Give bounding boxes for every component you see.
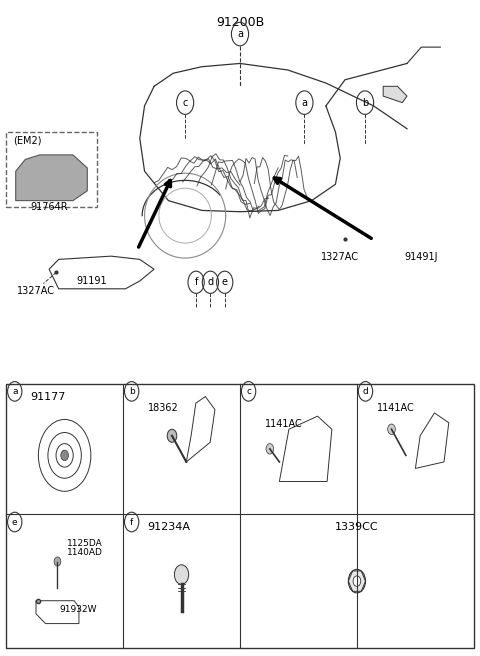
Text: e: e <box>222 277 228 287</box>
Text: a: a <box>237 29 243 39</box>
Text: 1125DA: 1125DA <box>67 539 103 548</box>
Polygon shape <box>16 155 87 201</box>
Circle shape <box>167 429 177 442</box>
Text: f: f <box>194 277 198 287</box>
Circle shape <box>348 569 365 593</box>
Text: b: b <box>362 98 368 108</box>
Text: 91764R: 91764R <box>30 202 68 212</box>
Text: b: b <box>129 387 134 396</box>
Text: 91932W: 91932W <box>60 605 97 614</box>
Text: a: a <box>301 98 307 108</box>
Text: c: c <box>246 387 251 396</box>
Text: 91200B: 91200B <box>216 16 264 29</box>
Circle shape <box>174 565 189 584</box>
Text: 1327AC: 1327AC <box>321 251 359 262</box>
Circle shape <box>54 557 61 566</box>
Text: 1141AC: 1141AC <box>377 403 415 413</box>
Text: 91234A: 91234A <box>147 522 190 532</box>
Text: 91177: 91177 <box>30 392 65 402</box>
Text: 91191: 91191 <box>77 276 108 286</box>
Circle shape <box>353 576 361 586</box>
Text: f: f <box>130 518 133 527</box>
Text: 18362: 18362 <box>148 403 179 413</box>
Polygon shape <box>383 87 407 102</box>
Circle shape <box>61 450 69 461</box>
Text: 91491J: 91491J <box>405 251 438 262</box>
Text: 1339CC: 1339CC <box>335 522 379 532</box>
Text: e: e <box>12 518 18 527</box>
Text: a: a <box>12 387 17 396</box>
Circle shape <box>266 443 274 454</box>
Text: d: d <box>362 387 368 396</box>
Circle shape <box>388 424 396 434</box>
Text: (EM2): (EM2) <box>13 135 42 145</box>
Text: d: d <box>207 277 214 287</box>
Text: c: c <box>182 98 188 108</box>
Bar <box>6 384 474 648</box>
Text: 1141AC: 1141AC <box>265 419 303 429</box>
Text: 1327AC: 1327AC <box>17 285 55 296</box>
Text: 1140AD: 1140AD <box>67 548 103 557</box>
